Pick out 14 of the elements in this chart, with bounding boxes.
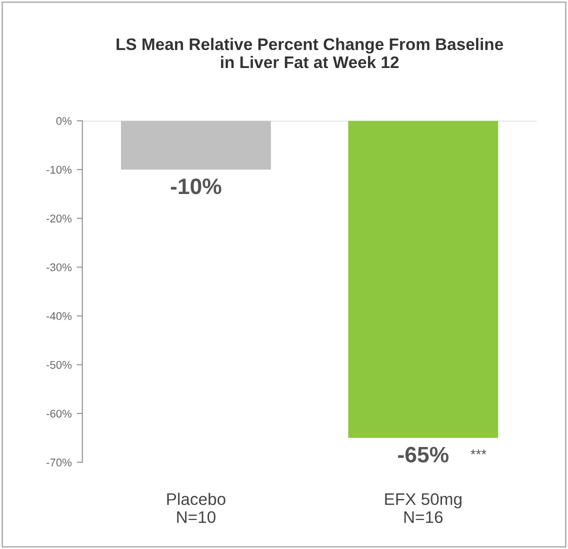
y-tick-label: -40%	[46, 312, 72, 320]
y-tick-label: -70%	[46, 458, 72, 466]
x-tick-label: EFX 50mg N=16	[385, 493, 462, 524]
y-tick-label: -50%	[46, 360, 72, 369]
data-label: -65%	[398, 446, 449, 463]
y-tick-label: 0%	[56, 117, 72, 125]
y-tick-label: -20%	[46, 214, 72, 222]
x-tick-label: Placebo N=10	[167, 492, 226, 524]
data-label: -10%	[170, 178, 222, 194]
chart-title: LS Mean Relative Percent Change From Baseline in Liver Fat at Week 12	[116, 38, 504, 68]
y-tick-label: -60%	[46, 410, 72, 418]
annotation: ***	[470, 449, 486, 454]
y-tick-label: -30%	[46, 263, 72, 272]
y-tick-label: -10%	[46, 166, 72, 174]
